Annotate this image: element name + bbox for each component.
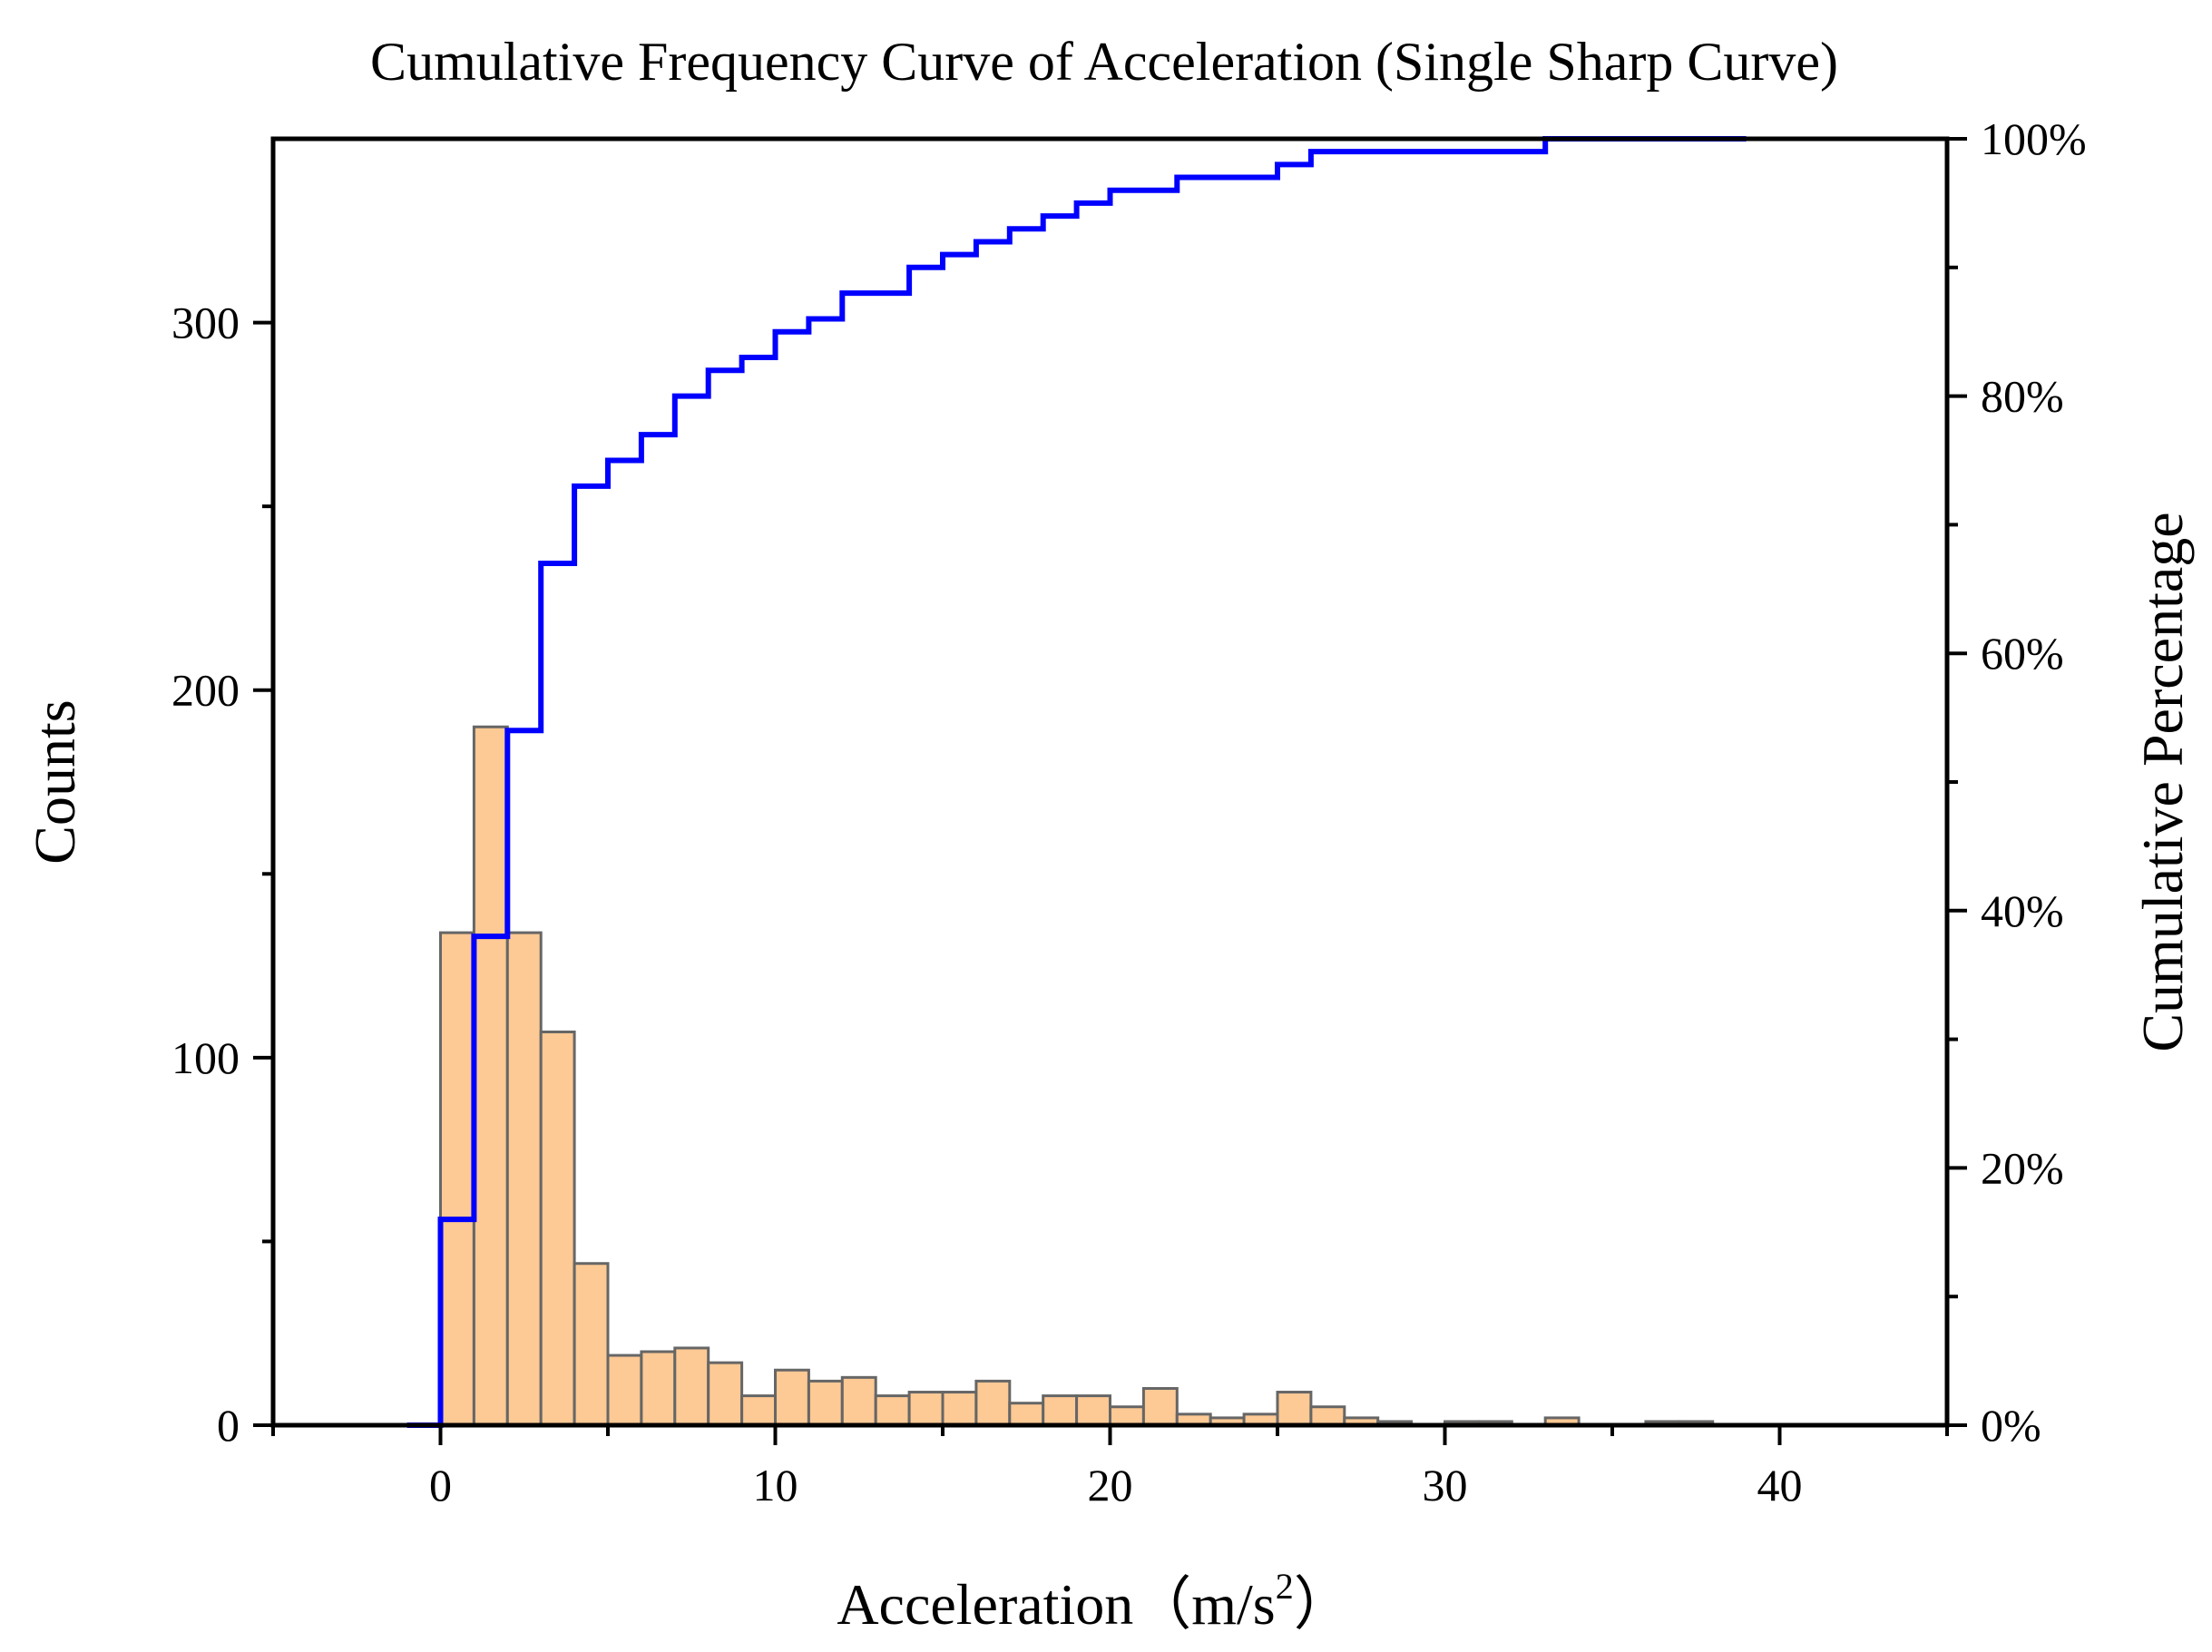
y-axis-label: Counts bbox=[23, 699, 87, 864]
y-tick-label: 300 bbox=[171, 298, 240, 348]
chart-title: Cumulative Frequency Curve of Accelerati… bbox=[370, 32, 1838, 92]
histogram-bar bbox=[1042, 1394, 1079, 1427]
y2-tick-label: 60% bbox=[1981, 628, 2064, 679]
histogram-bar bbox=[874, 1394, 911, 1427]
x-tick-label: 10 bbox=[753, 1460, 798, 1510]
histogram-bar bbox=[941, 1391, 978, 1427]
histogram-bar bbox=[1008, 1402, 1045, 1427]
histogram-bar bbox=[1309, 1405, 1346, 1427]
histogram-bar bbox=[573, 1262, 610, 1427]
y-tick-label: 200 bbox=[171, 665, 240, 716]
x-axis-label: Acceleration（m/s2） bbox=[837, 1566, 1351, 1637]
y2-tick-label: 40% bbox=[1981, 885, 2064, 936]
histogram-bar bbox=[740, 1394, 777, 1427]
histogram-bar bbox=[1109, 1405, 1145, 1427]
histogram-bar bbox=[505, 931, 543, 1427]
x-axis: 0 10 20 30 40 bbox=[271, 1425, 1949, 1510]
histogram-bar bbox=[774, 1368, 810, 1427]
histogram-bar bbox=[974, 1379, 1012, 1427]
histogram-bar bbox=[907, 1391, 945, 1427]
histogram-bar bbox=[807, 1379, 844, 1427]
y-tick-label: 100 bbox=[171, 1032, 240, 1083]
x-tick-label: 20 bbox=[1088, 1460, 1133, 1510]
histogram-bar bbox=[640, 1350, 677, 1427]
y2-tick-label: 0% bbox=[1981, 1400, 2041, 1451]
y-axis-cumulative-percentage: 0% 20% 40% 60% 80% 100% bbox=[1947, 113, 2087, 1451]
y2-tick-label: 20% bbox=[1981, 1142, 2064, 1193]
histogram-bar bbox=[472, 725, 509, 1427]
histogram-bar bbox=[1141, 1386, 1179, 1427]
histogram-bar bbox=[707, 1361, 744, 1427]
y2-axis-label: Cumulative Percentage bbox=[2130, 512, 2195, 1051]
histogram-bar bbox=[439, 931, 475, 1427]
histogram-bar bbox=[1075, 1394, 1111, 1427]
y-axis-counts: 0 100 200 300 bbox=[171, 298, 273, 1451]
histogram-bars bbox=[439, 725, 1715, 1427]
histogram-bar bbox=[539, 1030, 576, 1427]
histogram-bar bbox=[840, 1375, 877, 1427]
y2-tick-label: 80% bbox=[1981, 371, 2064, 422]
y2-tick-label: 100% bbox=[1981, 113, 2087, 164]
x-tick-label: 40 bbox=[1757, 1460, 1803, 1510]
cumulative-curve bbox=[406, 136, 1747, 1428]
x-tick-label: 30 bbox=[1423, 1460, 1468, 1510]
cumulative-step-line bbox=[406, 136, 1747, 1428]
histogram-bar bbox=[606, 1354, 643, 1427]
histogram-bar bbox=[673, 1346, 710, 1427]
y-tick-label: 0 bbox=[217, 1400, 240, 1451]
x-tick-label: 0 bbox=[429, 1460, 452, 1510]
histogram-bar bbox=[1276, 1391, 1313, 1427]
